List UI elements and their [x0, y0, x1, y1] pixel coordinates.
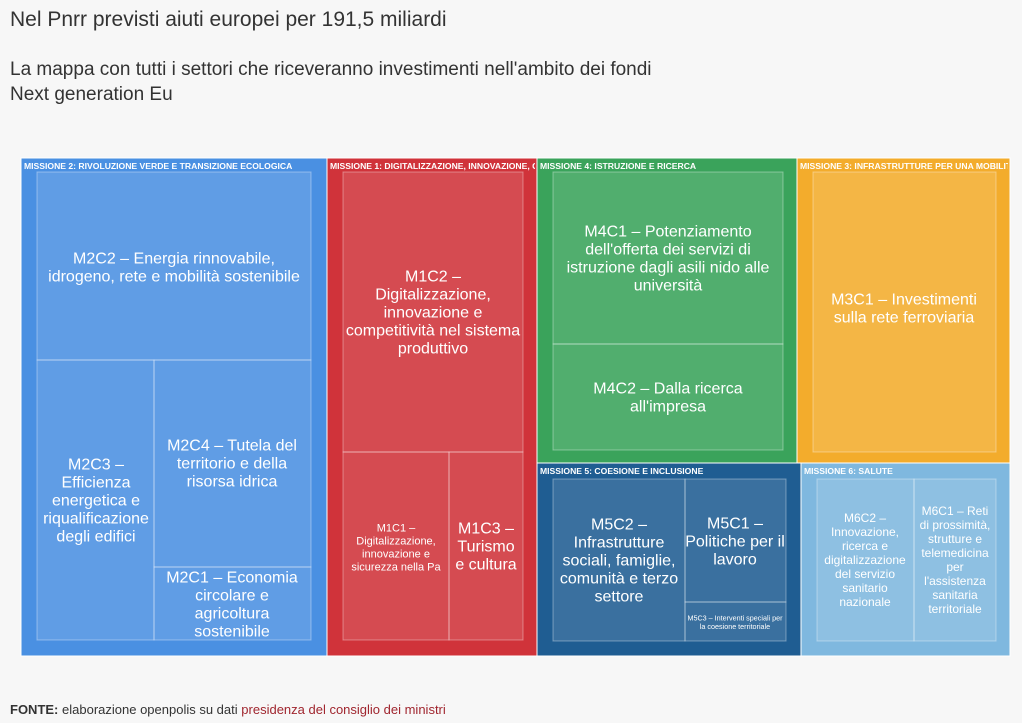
- mission-label: MISSIONE 5: COESIONE E INCLUSIONE: [540, 466, 704, 476]
- component-label: M2C3 – Efficienza energetica e riqualificaz…: [43, 457, 149, 546]
- component-rect[interactable]: [342, 171, 524, 453]
- component-rect[interactable]: [342, 451, 450, 641]
- mission-label: MISSIONE 3: INFRASTRUTTURE PER UNA MOBIL…: [800, 161, 1022, 171]
- component-rect[interactable]: [448, 451, 524, 641]
- mission-label: MISSIONE 4: ISTRUZIONE E RICERCA: [540, 161, 696, 171]
- mission-group: M3C1 – Investimenti sulla rete ferroviari…: [796, 157, 1022, 464]
- mission-rect: [326, 157, 538, 657]
- component-label: M4C1 – Potenziamento dell'offerta dei ser…: [567, 224, 770, 295]
- source-note: FONTE: elaborazione openpolis su dati pr…: [10, 702, 446, 717]
- mission-label: MISSIONE 2: RIVOLUZIONE VERDE E TRANSIZI…: [24, 161, 292, 171]
- mission-group: M1C2 – Digitalizzazione, innovazione e comp…: [326, 157, 694, 657]
- component-label: M1C1 – Digitalizzazione, innovazione e sicu…: [351, 522, 441, 573]
- mission-group: M2C2 – Energia rinnovabile, idrogeno, ret…: [20, 157, 328, 657]
- component-rect[interactable]: [913, 478, 997, 642]
- mission-label: MISSIONE 6: SALUTE: [804, 466, 893, 476]
- mission-group: M5C2 – Infrastrutture sociali, famiglie, co…: [536, 462, 802, 657]
- mission-group: M4C1 – Potenziamento dell'offerta dei ser…: [536, 157, 798, 464]
- mission-rect: [800, 462, 1011, 657]
- component-label: M1C2 – Digitalizzazione, innovazione e comp…: [346, 269, 520, 358]
- component-label: M2C4 – Tutela del territorio e della risor…: [167, 438, 297, 491]
- component-rect[interactable]: [36, 171, 312, 361]
- component-rect[interactable]: [812, 171, 997, 453]
- component-label: M2C2 – Energia rinnovabile, idrogeno, ret…: [48, 251, 300, 286]
- mission-group: M6C2 – Innovazione, ricerca e digitalizzazi…: [800, 462, 1011, 657]
- mission-label: MISSIONE 1: DIGITALIZZAZIONE, INNOVAZION…: [330, 161, 694, 171]
- component-rect[interactable]: [684, 478, 787, 603]
- source-link[interactable]: presidenza del consiglio dei ministri: [241, 702, 446, 717]
- component-rect[interactable]: [816, 478, 915, 642]
- mission-rect: [796, 157, 1011, 464]
- component-rect[interactable]: [552, 478, 686, 642]
- component-label: M6C1 – Reti di prossimità, strutture e tele…: [920, 504, 991, 616]
- component-rect[interactable]: [552, 171, 784, 345]
- component-label: M5C1 – Politiche per il lavoro: [685, 516, 785, 569]
- component-label: M5C2 – Infrastrutture sociali, famiglie, co…: [560, 517, 678, 606]
- component-label: M2C1 – Economia circolare e agricoltura sos…: [166, 570, 298, 641]
- component-label: M3C1 – Investimenti sulla rete ferroviari…: [831, 292, 977, 327]
- component-rect[interactable]: [552, 343, 784, 451]
- source-text: elaborazione openpolis su dati: [62, 702, 238, 717]
- component-label: M6C2 – Innovazione, ricerca e digitalizzazi…: [824, 511, 906, 609]
- component-label: M4C2 – Dalla ricerca all'impresa: [593, 381, 742, 416]
- component-rect[interactable]: [684, 601, 787, 642]
- chart-subtitle: La mappa con tutti i settori che ricever…: [10, 59, 652, 105]
- component-label: M5C3 – Interventi speciali per la coesion…: [687, 613, 783, 631]
- component-rect[interactable]: [36, 359, 155, 641]
- component-label: M1C3 – Turismo e cultura: [455, 521, 516, 574]
- mission-rect: [536, 157, 798, 464]
- chart-title: Nel Pnrr previsti aiuti europei per 191,…: [10, 8, 447, 31]
- component-rect[interactable]: [153, 359, 312, 568]
- mission-rect: [20, 157, 328, 657]
- source-prefix: FONTE:: [10, 702, 59, 717]
- component-rect[interactable]: [153, 566, 312, 641]
